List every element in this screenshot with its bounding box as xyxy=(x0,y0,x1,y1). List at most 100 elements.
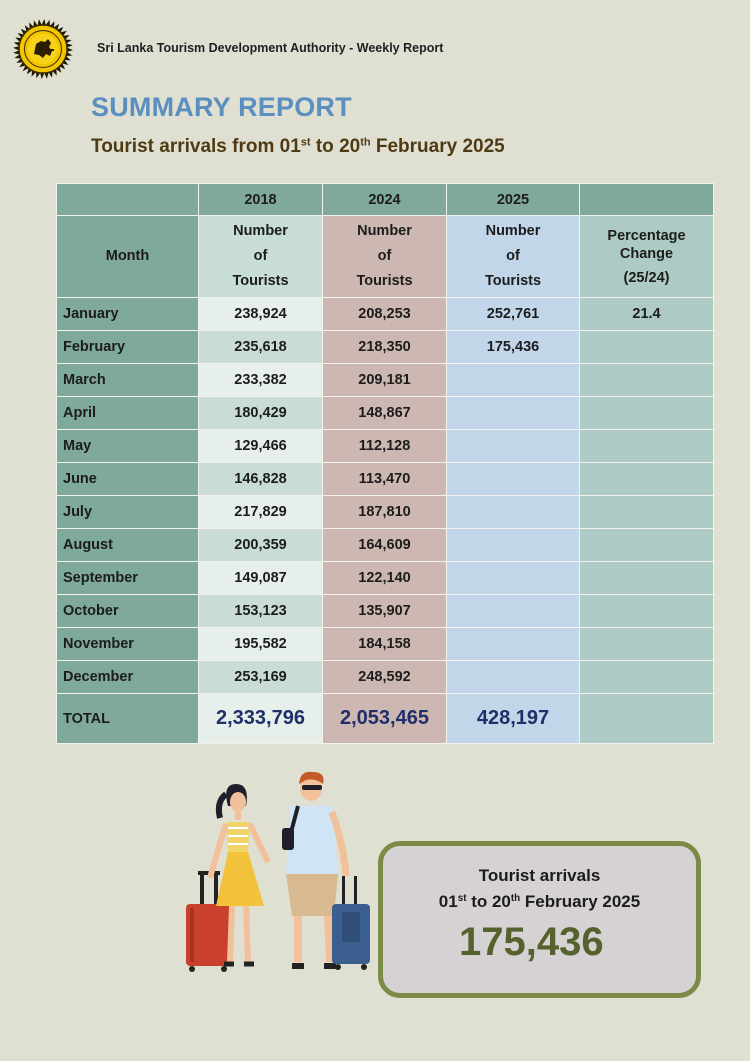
value-2024-cell: 248,592 xyxy=(322,660,447,694)
value-2018-cell: 195,582 xyxy=(198,627,323,661)
year-header-row: 2018 2024 2025 xyxy=(56,183,714,216)
pct-change-cell: 21.4 xyxy=(579,297,714,331)
value-2024-cell: 218,350 xyxy=(322,330,447,364)
value-2025-cell xyxy=(446,396,580,430)
pct-change-cell xyxy=(579,627,714,661)
value-2024-cell: 135,907 xyxy=(322,594,447,628)
table-row: November 195,582 184,158 xyxy=(56,627,714,661)
month-cell: February xyxy=(56,330,199,364)
value-2024-cell: 148,867 xyxy=(322,396,447,430)
arrivals-table: 2018 2024 2025 Month Number of Tourists Nu… xyxy=(56,183,714,744)
value-2024-cell: 209,181 xyxy=(322,363,447,397)
month-cell: December xyxy=(56,660,199,694)
year-header-blank-pct xyxy=(579,183,714,216)
value-2018-cell: 238,924 xyxy=(198,297,323,331)
month-cell: August xyxy=(56,528,199,562)
table-row: September 149,087 122,140 xyxy=(56,561,714,595)
value-2018-cell: 149,087 xyxy=(198,561,323,595)
value-2024-cell: 113,470 xyxy=(322,462,447,496)
total-pct xyxy=(579,693,714,744)
month-cell: June xyxy=(56,462,199,496)
value-2024-cell: 122,140 xyxy=(322,561,447,595)
percentage-change-header: Percentage Change (25/24) xyxy=(579,215,714,298)
summary-box-period: 01st to 20th February 2025 xyxy=(438,892,641,911)
summary-box-title: Tourist arrivals xyxy=(478,866,601,885)
arrivals-summary-box: Tourist arrivals 01st to 20th February 2… xyxy=(378,841,701,998)
month-cell: January xyxy=(56,297,199,331)
value-2018-cell: 129,466 xyxy=(198,429,323,463)
month-cell: September xyxy=(56,561,199,595)
tourists-header-2018: Number of Tourists xyxy=(198,215,323,298)
month-cell: May xyxy=(56,429,199,463)
value-2025-cell xyxy=(446,429,580,463)
month-header: Month xyxy=(56,215,199,298)
value-2025-cell xyxy=(446,528,580,562)
pct-change-cell xyxy=(579,660,714,694)
value-2025-cell: 175,436 xyxy=(446,330,580,364)
month-cell: March xyxy=(56,363,199,397)
pct-change-cell xyxy=(579,495,714,529)
pct-change-cell xyxy=(579,528,714,562)
value-2018-cell: 146,828 xyxy=(198,462,323,496)
table-row: May 129,466 112,128 xyxy=(56,429,714,463)
value-2025-cell xyxy=(446,594,580,628)
travelers-with-suitcases-icon xyxy=(186,771,370,972)
table-row: January 238,924 208,253 252,761 21.4 xyxy=(56,297,714,331)
value-2024-cell: 112,128 xyxy=(322,429,447,463)
value-2018-cell: 217,829 xyxy=(198,495,323,529)
total-label: TOTAL xyxy=(56,693,199,744)
value-2024-cell: 208,253 xyxy=(322,297,447,331)
month-cell: October xyxy=(56,594,199,628)
month-cell: July xyxy=(56,495,199,529)
pct-change-cell xyxy=(579,594,714,628)
column-header-row: Month Number of Tourists Number of Tourists … xyxy=(56,215,714,298)
pct-change-cell xyxy=(579,462,714,496)
value-2018-cell: 180,429 xyxy=(198,396,323,430)
year-header-2025: 2025 xyxy=(446,183,580,216)
value-2018-cell: 200,359 xyxy=(198,528,323,562)
value-2018-cell: 235,618 xyxy=(198,330,323,364)
table-row: March 233,382 209,181 xyxy=(56,363,714,397)
tourists-header-2025: Number of Tourists xyxy=(446,215,580,298)
value-2025-cell xyxy=(446,462,580,496)
summary-box-value: 175,436 xyxy=(459,920,604,964)
pct-change-cell xyxy=(579,429,714,463)
value-2018-cell: 153,123 xyxy=(198,594,323,628)
table-row: August 200,359 164,609 xyxy=(56,528,714,562)
table-row: February 235,618 218,350 175,436 xyxy=(56,330,714,364)
value-2025-cell xyxy=(446,495,580,529)
page-title: SUMMARY REPORT xyxy=(91,92,352,122)
page-subtitle: Tourist arrivals from 01st to 20th Febru… xyxy=(91,136,505,157)
pct-change-cell xyxy=(579,396,714,430)
sri-lanka-lion-emblem-icon xyxy=(13,19,73,79)
table-row: December 253,169 248,592 xyxy=(56,660,714,694)
total-2025: 428,197 xyxy=(446,693,580,744)
table-row: October 153,123 135,907 xyxy=(56,594,714,628)
total-row: TOTAL 2,333,796 2,053,465 428,197 xyxy=(56,693,714,744)
value-2025-cell xyxy=(446,627,580,661)
table-row: April 180,429 148,867 xyxy=(56,396,714,430)
pct-change-cell xyxy=(579,561,714,595)
month-cell: April xyxy=(56,396,199,430)
year-header-blank xyxy=(56,183,199,216)
value-2024-cell: 164,609 xyxy=(322,528,447,562)
year-header-2018: 2018 xyxy=(198,183,323,216)
organization-name: Sri Lanka Tourism Development Authority … xyxy=(97,41,444,55)
value-2025-cell xyxy=(446,363,580,397)
value-2025-cell xyxy=(446,660,580,694)
value-2025-cell xyxy=(446,561,580,595)
month-cell: November xyxy=(56,627,199,661)
tourists-header-2024: Number of Tourists xyxy=(322,215,447,298)
pct-change-cell xyxy=(579,330,714,364)
total-2024: 2,053,465 xyxy=(322,693,447,744)
pct-change-cell xyxy=(579,363,714,397)
value-2024-cell: 184,158 xyxy=(322,627,447,661)
value-2018-cell: 233,382 xyxy=(198,363,323,397)
value-2018-cell: 253,169 xyxy=(198,660,323,694)
value-2024-cell: 187,810 xyxy=(322,495,447,529)
table-row: July 217,829 187,810 xyxy=(56,495,714,529)
total-2018: 2,333,796 xyxy=(198,693,323,744)
table-row: June 146,828 113,470 xyxy=(56,462,714,496)
year-header-2024: 2024 xyxy=(322,183,447,216)
value-2025-cell: 252,761 xyxy=(446,297,580,331)
